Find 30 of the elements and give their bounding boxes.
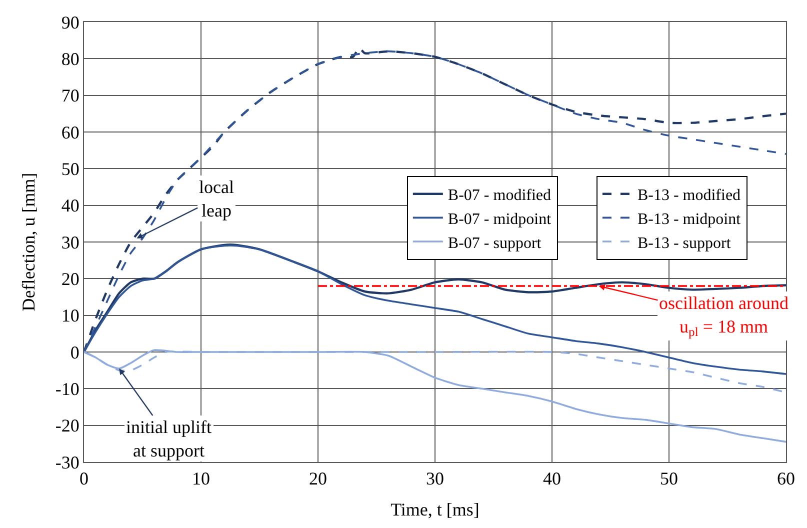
legend-label: B-13 - support xyxy=(637,234,732,252)
annotation: local leap xyxy=(199,177,234,220)
y-tick-label: 0 xyxy=(70,342,80,362)
y-tick-label: 60 xyxy=(61,122,80,142)
x-tick-label: 40 xyxy=(543,468,561,489)
legend-label: B-07 - modified xyxy=(448,187,552,204)
y-tick-label: -20 xyxy=(55,416,80,436)
legend-label: B-13 - midpoint xyxy=(637,210,742,228)
x-tick-label: 10 xyxy=(192,468,210,489)
annotation: oscillation around u$_{pl}$ = 18 mm xyxy=(659,293,788,340)
y-tick-label: -10 xyxy=(55,378,80,399)
y-tick-label: 30 xyxy=(61,232,80,252)
x-tick-label: 60 xyxy=(777,468,795,489)
legend-label: B-07 - support xyxy=(448,234,542,252)
x-tick-label: 30 xyxy=(426,468,444,489)
y-tick-label: 20 xyxy=(61,268,80,289)
y-tick-label: 50 xyxy=(61,158,80,179)
x-tick-label: 20 xyxy=(309,468,327,489)
y-axis-title: Deflection, u [mm] xyxy=(18,172,39,312)
annotation: initial uplift at support xyxy=(126,417,212,460)
y-tick-label: 70 xyxy=(61,86,80,106)
x-axis-title: Time, t [ms] xyxy=(390,500,480,520)
legend-label: B-07 - midpoint xyxy=(448,210,552,228)
legend-label: B-13 - modified xyxy=(637,187,741,204)
y-tick-label: 90 xyxy=(61,12,80,32)
x-tick-label: 50 xyxy=(660,468,678,489)
y-tick-label: 10 xyxy=(61,306,80,326)
y-tick-label: 80 xyxy=(61,48,80,69)
y-tick-label: 40 xyxy=(61,196,80,216)
y-tick-label: -30 xyxy=(55,452,80,472)
